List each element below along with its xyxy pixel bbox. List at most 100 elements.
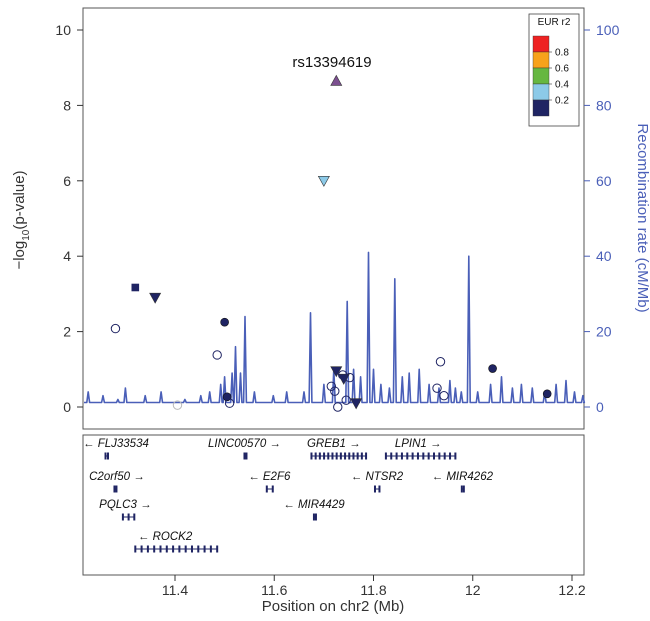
snp-points-layer	[110, 74, 552, 412]
snp-point	[220, 317, 229, 327]
gene-exon	[115, 485, 118, 493]
gene-exon	[433, 452, 436, 460]
y-tick-label: 10	[55, 22, 71, 38]
gene-exon	[243, 452, 246, 460]
gene-exon	[271, 485, 274, 493]
gene-exon	[360, 452, 363, 460]
snp-point	[344, 372, 355, 383]
gene-exon	[184, 545, 187, 553]
gene-exon	[172, 545, 175, 553]
y2-tick-label: 80	[596, 97, 612, 113]
snp-point	[149, 292, 162, 304]
gene-exon	[462, 485, 465, 493]
snp-point	[326, 381, 337, 391]
gene-exon	[384, 452, 387, 460]
legend-label: 0.6	[555, 64, 569, 75]
y-axis-title: −log10(p-value)	[11, 170, 32, 269]
y2-tick-label: 0	[596, 399, 604, 415]
y2-axis-title: Recombination rate (cM/Mb)	[634, 123, 650, 312]
gene-exon	[449, 452, 452, 460]
gene-exon	[312, 513, 315, 521]
gene-label: LINC00570 →	[208, 438, 281, 450]
gene-exon	[335, 452, 338, 460]
x-tick-label: 12	[465, 582, 481, 598]
gene-exon	[454, 452, 457, 460]
snp-point	[330, 386, 340, 396]
main-plot-frame	[82, 7, 585, 430]
y-tick-label: 6	[63, 173, 71, 189]
snp-point	[432, 383, 442, 393]
gene-exon	[153, 545, 156, 553]
gene-exon	[314, 513, 317, 521]
legend-label: 0.4	[555, 80, 569, 91]
gene-exon	[134, 545, 137, 553]
gene-exon	[113, 485, 116, 493]
gene-exon	[352, 452, 355, 460]
gene-exon	[411, 452, 414, 460]
gene-exon	[146, 545, 149, 553]
y-tick-label: 2	[63, 324, 71, 340]
gene-exon	[318, 452, 321, 460]
lead-snp-label: rs13394619	[292, 54, 371, 71]
gene-exon	[121, 513, 124, 521]
legend: EUR r2 0.8 0.6 0.4 0.2	[528, 13, 580, 127]
gene-label: GREB1 →	[307, 438, 361, 450]
gene-exon	[427, 452, 430, 460]
gene-exon	[443, 452, 446, 460]
legend-label: 0.2	[555, 96, 569, 107]
gene-exon	[245, 452, 248, 460]
gene-exon	[209, 545, 212, 553]
gene-exon	[406, 452, 409, 460]
gene-exon	[127, 513, 130, 521]
snp-point	[317, 176, 330, 187]
snp-point	[542, 389, 552, 399]
gene-exon	[416, 452, 419, 460]
gene-exon	[327, 452, 330, 460]
y2-tick-label: 40	[596, 248, 612, 264]
gene-exon	[348, 452, 351, 460]
gene-track-frame	[82, 434, 585, 576]
gene-label: ← MIR4262	[432, 471, 494, 483]
y-axis-title-subscript: 10	[21, 229, 32, 241]
gene-exon	[460, 485, 463, 493]
legend-swatch	[532, 35, 550, 53]
y-tick-label: 8	[63, 97, 71, 113]
snp-point	[110, 323, 121, 334]
snp-point	[350, 398, 363, 410]
x-tick-label: 12.2	[558, 582, 585, 598]
gene-exon	[378, 485, 381, 493]
x-tick-label: 11.4	[162, 582, 188, 598]
recombination-rate-line	[84, 251, 586, 404]
recombination-layer	[84, 251, 586, 404]
snp-point	[212, 350, 222, 360]
gene-exon	[104, 452, 107, 460]
legend-title: EUR r2	[538, 17, 571, 28]
gene-track-layer: ← FLJ33534 LINC00570 → GREB1 → LPIN1 → C2orf…	[83, 438, 494, 553]
snp-point	[172, 400, 183, 410]
y2-tick-label: 20	[596, 324, 612, 340]
snp-point	[439, 390, 449, 401]
gene-label: ← MIR4429	[283, 499, 345, 511]
gene-exon	[373, 485, 376, 493]
snp-point	[338, 370, 348, 380]
gene-exon	[356, 452, 359, 460]
gene-exon	[203, 545, 206, 553]
gene-exon	[323, 452, 326, 460]
legend-swatch	[532, 83, 550, 101]
gene-exon	[190, 545, 193, 553]
gene-exon	[197, 545, 200, 553]
x-tick-label: 11.8	[360, 582, 386, 598]
gene-exon	[133, 513, 136, 521]
gene-label: C2orf50 →	[89, 471, 145, 483]
gene-exon	[165, 545, 168, 553]
snp-point	[224, 398, 235, 408]
legend-label: 0.8	[555, 48, 569, 59]
gene-exon	[395, 452, 398, 460]
y-tick-label: 4	[63, 248, 71, 264]
gene-exon	[390, 452, 393, 460]
gene-exon	[400, 452, 403, 460]
y2-tick-label: 60	[596, 173, 612, 189]
gene-exon	[314, 452, 317, 460]
y-axis-title-prefix: −log	[11, 241, 28, 270]
